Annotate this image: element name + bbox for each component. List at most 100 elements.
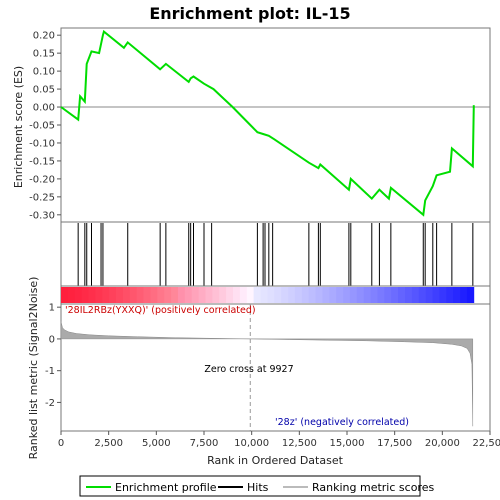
es-y-tick-label: -0.30 [29,210,55,221]
gradient-segment [349,287,358,303]
x-axis-title: Rank in Ordered Dataset [207,454,344,467]
rank-color-bar [61,287,475,303]
es-profile-line [60,29,475,217]
gradient-segment [466,287,475,303]
x-tick-label: 0 [58,438,64,449]
metric-y-ticks: 1 0 -1 -2 [45,303,61,409]
x-tick-label: 5,000 [142,438,171,449]
legend-es-label: Enrichment profile [115,481,217,494]
x-tick-label: 20,000 [425,438,460,449]
gradient-segment [171,287,179,303]
gradient-segment [219,287,227,303]
gradient-segment [453,287,461,303]
gradient-segment [143,287,151,303]
x-tick-label: 7,500 [190,438,219,449]
legend-hits-label: Hits [247,481,269,494]
gradient-segment [432,287,440,303]
gradient-segment [377,287,385,303]
gradient-segment [329,287,337,303]
gradient-segment [363,287,371,303]
gradient-segment [301,287,310,303]
zero-cross-label: Zero cross at 9927 [204,364,293,375]
gradient-segment [274,287,282,303]
es-y-tick-label: 0.20 [33,31,55,42]
gradient-segment [102,287,110,303]
gradient-segment [418,287,427,303]
metric-y-tick-label: 0 [49,334,55,345]
plot-title: Enrichment plot: IL-15 [149,4,350,23]
es-y-tick-label: 0.10 [33,67,55,78]
negative-label: '28z' (negatively correlated) [275,417,409,428]
gradient-segment [67,287,76,303]
metric-y-tick-label: -1 [45,366,55,377]
gradient-segment [446,287,454,303]
metric-y-tick-label: -2 [45,398,55,409]
gradient-segment [122,287,131,303]
gradient-segment [267,287,275,303]
gradient-segment [150,287,158,303]
gradient-segment [205,287,213,303]
gradient-segment [425,287,433,303]
gradient-segment [288,287,296,303]
gradient-segment [343,287,351,303]
gradient-segment [260,287,268,303]
hit-marks [77,223,474,286]
gradient-segment [129,287,138,303]
gradient-segment [398,287,406,303]
hits-panel [60,221,491,287]
gradient-segment [253,287,261,303]
gradient-segment [212,287,220,303]
gradient-segment [177,287,186,303]
gradient-segment [460,287,468,303]
es-y-tick-label: 0.00 [33,103,55,114]
es-y-tick-label: -0.25 [29,192,55,203]
legend-ranking-label: Ranking metric scores [312,481,434,494]
es-y-tick-label: -0.15 [29,156,55,167]
gradient-segment [356,287,365,303]
gradient-segment [322,287,330,303]
es-y-axis-title: Enrichment score (ES) [12,66,25,188]
es-y-tick-label: -0.20 [29,174,55,185]
legend-box [79,475,421,497]
gradient-segment [411,287,420,303]
gradient-segment [109,287,117,303]
gradient-segment [74,287,83,303]
gradient-segment [116,287,124,303]
gradient-segment [370,287,378,303]
metric-y-tick-label: 1 [49,303,55,314]
x-tick-label: 2,500 [94,438,123,449]
gradient-segment [391,287,399,303]
gradient-segment [88,287,96,303]
es-y-tick-label: 0.15 [33,49,55,60]
x-tick-label: 22,500 [473,438,500,449]
x-axis-ticks: 0 2,500 5,000 7,500 10,000 12,500 15,000 17,500… [58,431,500,449]
metric-panel [60,303,491,432]
x-tick-label: 17,500 [377,438,412,449]
gradient-segment [246,287,255,303]
positive-label: '28IL2RBz(YXXQ)' (positively correlated) [65,305,256,316]
es-y-tick-label: 0.05 [33,85,55,96]
gradient-segment [81,287,89,303]
es-y-tick-label: -0.05 [29,121,55,132]
es-y-ticks: 0.20 0.15 0.10 0.05 0.00 -0.05 -0.10 -0.15 -0.20… [29,31,61,221]
gradient-segment [281,287,289,303]
gradient-segment [294,287,303,303]
gradient-segment [61,287,69,303]
gradient-segment [191,287,199,303]
x-tick-label: 12,500 [282,438,317,449]
metric-area [60,321,474,427]
gradient-segment [95,287,103,303]
metric-y-axis-title: Ranked list metric (Signal2Noise) [27,277,40,460]
gradient-segment [439,287,447,303]
gradient-segment [226,287,234,303]
es-y-tick-label: -0.10 [29,138,55,149]
gradient-segment [404,287,413,303]
gradient-segment [384,287,392,303]
gradient-segment [315,287,323,303]
gradient-segment [136,287,144,303]
gradient-segment [164,287,172,303]
gradient-segment [198,287,206,303]
x-tick-label: 15,000 [330,438,365,449]
gradient-segment [232,287,241,303]
